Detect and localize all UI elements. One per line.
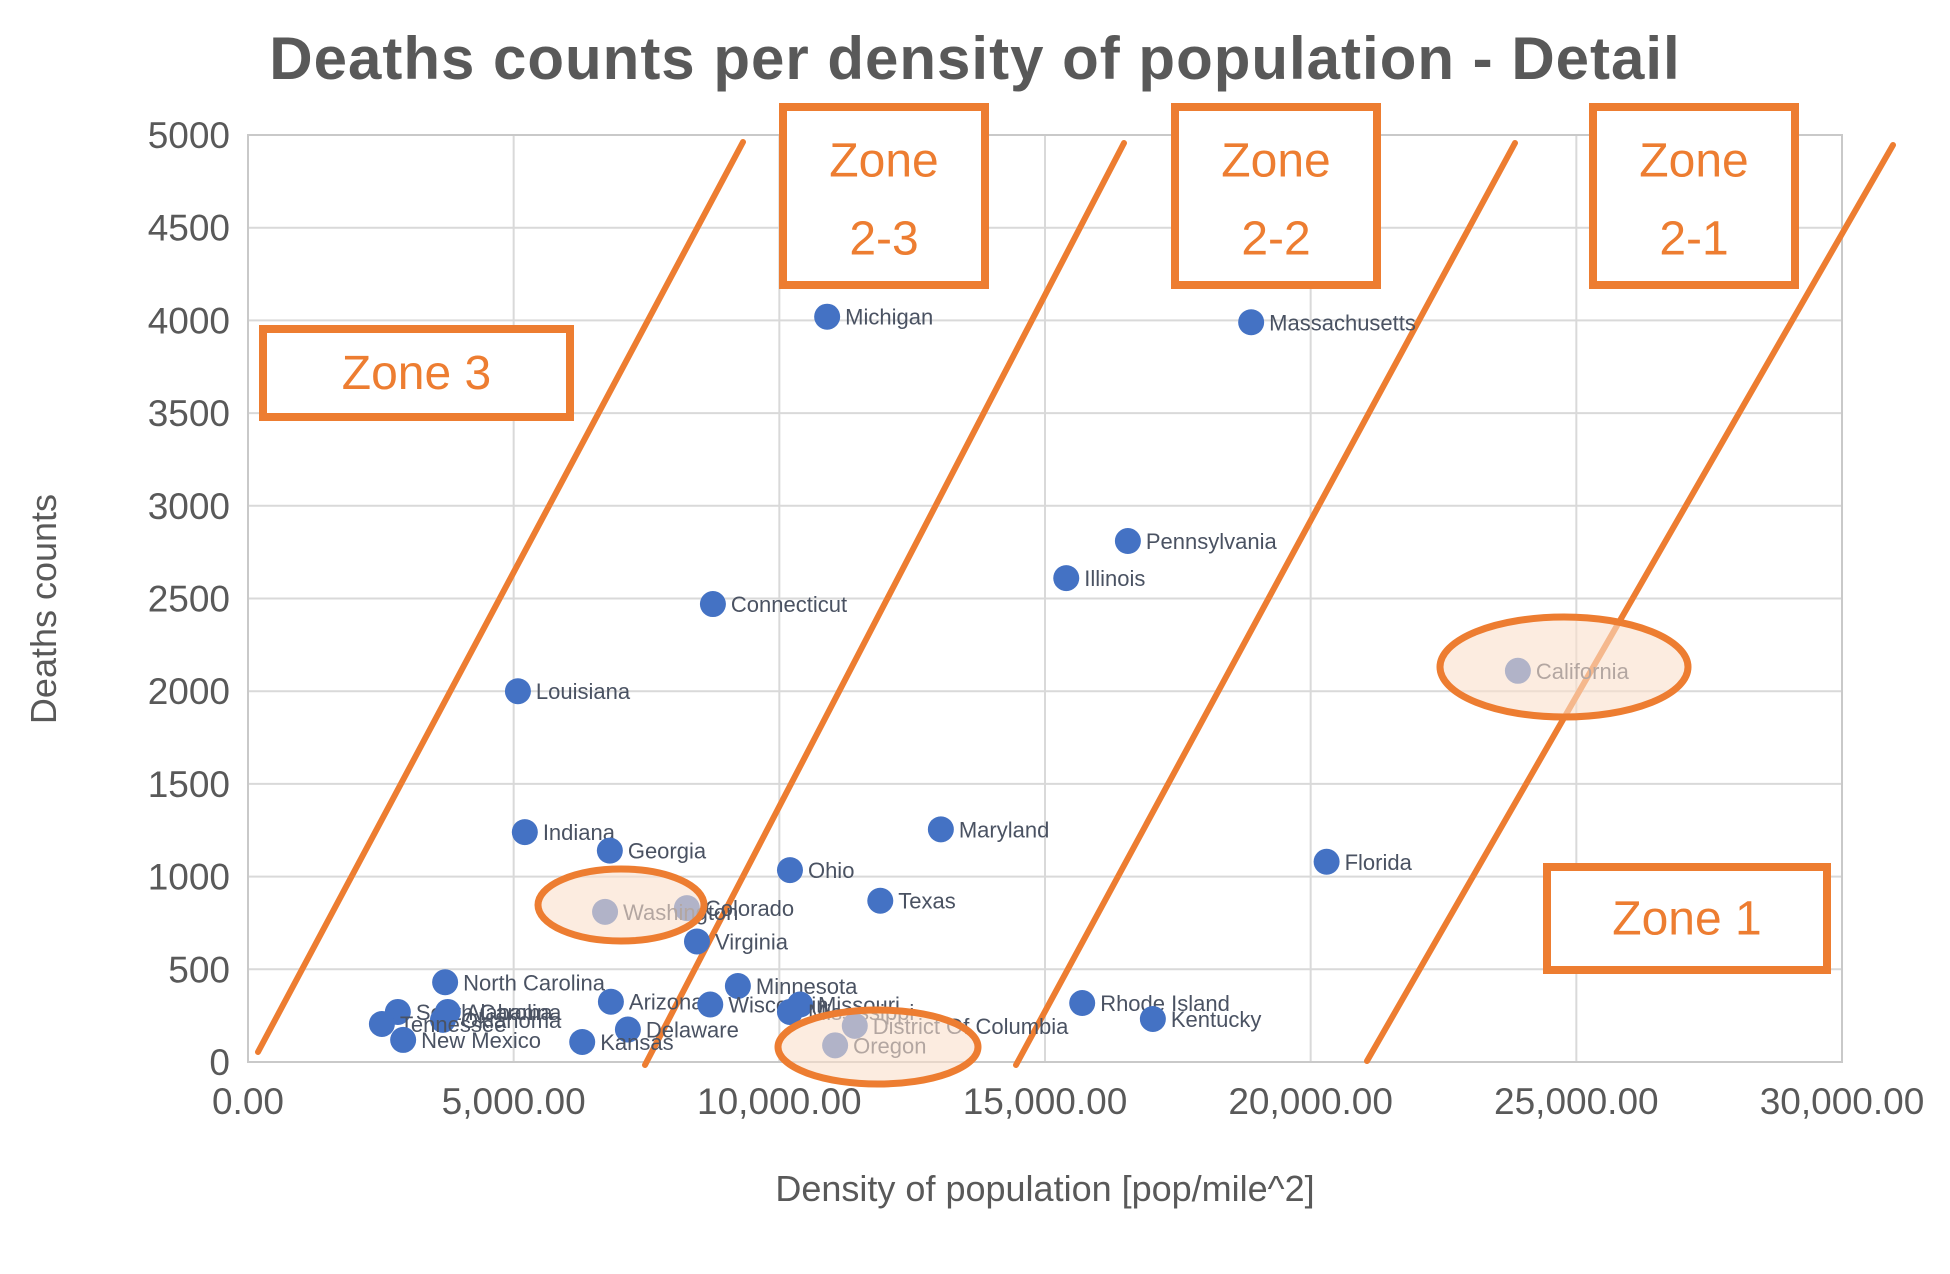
- data-point-label: Ohio: [808, 858, 854, 883]
- data-point: [697, 991, 724, 1018]
- data-point: [814, 303, 841, 330]
- chart-title: Deaths counts per density of population …: [269, 25, 1681, 92]
- x-tick-label: 30,000.00: [1760, 1081, 1925, 1122]
- data-point-label: Colorado: [705, 896, 794, 921]
- data-point: [867, 887, 894, 914]
- zone-box-label: 2-3: [849, 213, 918, 266]
- highlight-ellipse: [1436, 613, 1692, 721]
- data-point: [776, 998, 803, 1025]
- zone-box: [1171, 103, 1381, 289]
- data-point-label: Arizona: [629, 990, 704, 1015]
- data-point: [724, 972, 751, 999]
- data-point-label: Virginia: [715, 929, 789, 954]
- zone-box-label: Zone: [829, 134, 938, 187]
- y-tick-label: 1500: [148, 764, 230, 805]
- data-point-label: Kansas: [600, 1030, 673, 1055]
- highlight-ellipse: [534, 865, 708, 945]
- data-point: [927, 816, 954, 843]
- data-point-label: New Mexico: [421, 1028, 541, 1053]
- data-point: [390, 1026, 417, 1053]
- data-point-label: Michigan: [845, 305, 933, 330]
- zone-box-label: Zone: [1639, 134, 1748, 187]
- data-point: [776, 857, 803, 884]
- data-point-label: Connecticut: [731, 592, 847, 617]
- x-tick-label: 10,000.00: [697, 1081, 862, 1122]
- x-axis-title: Density of population [pop/mile^2]: [775, 1168, 1315, 1209]
- x-tick-label: 0.00: [212, 1081, 284, 1122]
- y-tick-label: 4000: [148, 300, 230, 341]
- data-point: [1114, 528, 1141, 555]
- data-point: [614, 1016, 641, 1043]
- data-point-label: Tennessee: [400, 1012, 506, 1037]
- data-point-label: North Carolina: [463, 970, 606, 995]
- y-tick-label: 4500: [148, 208, 230, 249]
- x-tick-label: 20,000.00: [1228, 1081, 1393, 1122]
- y-tick-label: 500: [168, 949, 230, 990]
- zone-box: [1589, 103, 1799, 289]
- y-tick-label: 3000: [148, 486, 230, 527]
- y-tick-label: 5000: [148, 115, 230, 156]
- data-point: [1053, 565, 1080, 592]
- data-point-label: Illinois: [1084, 566, 1145, 591]
- data-point-label: Oklahoma: [461, 1008, 562, 1033]
- zone-box-label: 2-1: [1659, 213, 1728, 266]
- data-point: [569, 1028, 596, 1055]
- zone-box: [259, 325, 574, 421]
- zone-box-label: 2-2: [1241, 213, 1310, 266]
- zone-box-label: Zone 3: [342, 347, 491, 400]
- x-tick-label: 5,000.00: [442, 1081, 586, 1122]
- y-tick-label: 2500: [148, 579, 230, 620]
- zone-box: [779, 103, 989, 289]
- data-point: [699, 591, 726, 618]
- zone-boundary-line: [1013, 140, 1518, 1068]
- data-point-label: Delaware: [646, 1018, 739, 1043]
- data-point: [429, 1006, 456, 1033]
- data-point: [432, 969, 459, 996]
- zone-boundary-line: [1364, 142, 1896, 1064]
- data-point-label: Massachusetts: [1269, 310, 1416, 335]
- data-point: [1313, 848, 1340, 875]
- data-point: [504, 678, 531, 705]
- y-tick-label: 0: [209, 1042, 230, 1083]
- data-point-label: Maryland: [959, 817, 1049, 842]
- plot-border: [247, 134, 1843, 1063]
- y-tick-label: 3500: [148, 393, 230, 434]
- data-point: [597, 988, 624, 1015]
- data-point-label: Louisiana: [536, 679, 631, 704]
- y-tick-label: 1000: [148, 857, 230, 898]
- zone-box: [1543, 863, 1831, 974]
- data-point: [368, 1010, 395, 1037]
- x-tick-label: 15,000.00: [963, 1081, 1128, 1122]
- data-point: [1069, 990, 1096, 1017]
- data-point-label: Texas: [898, 889, 955, 914]
- highlight-ellipse: [774, 1006, 982, 1088]
- data-point-label: Pennsylvania: [1146, 529, 1278, 554]
- zone-boundary-line: [642, 140, 1127, 1068]
- data-point: [511, 819, 538, 846]
- data-point-label: Florida: [1345, 850, 1413, 875]
- y-tick-label: 2000: [148, 671, 230, 712]
- zone-box-label: Zone 1: [1612, 893, 1761, 946]
- data-point: [1139, 1005, 1166, 1032]
- x-tick-label: 25,000.00: [1494, 1081, 1659, 1122]
- data-point-label: Rhode Island: [1100, 991, 1230, 1016]
- data-point: [596, 837, 623, 864]
- zone-box-label: Zone: [1221, 134, 1330, 187]
- zone-boundary-line: [255, 139, 746, 1055]
- data-point-label: Alabama: [466, 1000, 554, 1025]
- data-point: [1238, 309, 1265, 336]
- data-point-label: Georgia: [628, 839, 707, 864]
- data-point: [683, 928, 710, 955]
- data-point-label: Kentucky: [1171, 1007, 1262, 1032]
